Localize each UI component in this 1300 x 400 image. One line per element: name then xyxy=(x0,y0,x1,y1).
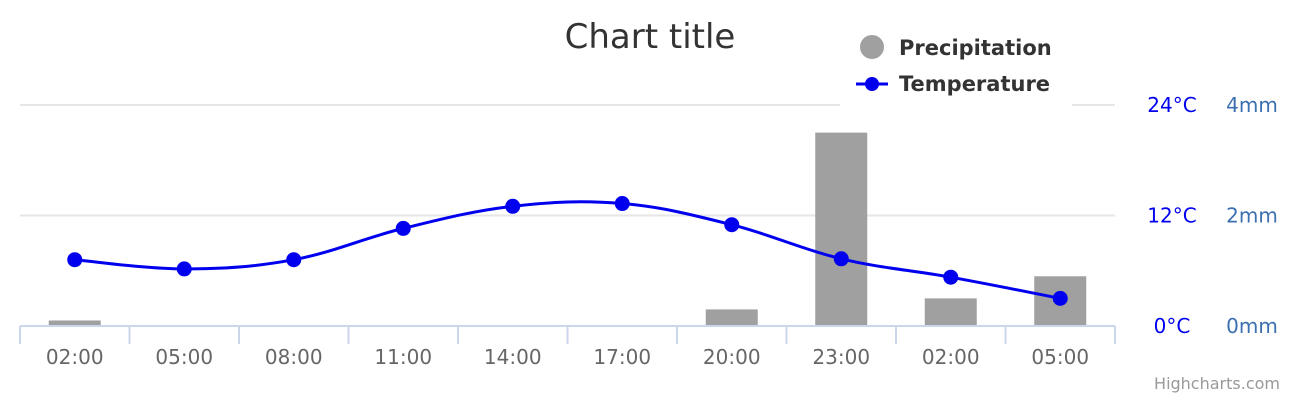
temperature-point[interactable] xyxy=(67,252,83,268)
temperature-series-line xyxy=(74,200,1061,300)
temperature-point[interactable] xyxy=(176,261,192,277)
x-tick-label: 05:00 xyxy=(155,345,213,369)
precipitation-bar[interactable] xyxy=(705,309,758,326)
temperature-point[interactable] xyxy=(614,196,630,212)
x-tick-label: 20:00 xyxy=(703,345,761,369)
x-tick-label: 08:00 xyxy=(265,345,323,369)
precipitation-bar[interactable] xyxy=(48,320,101,326)
precipitation-bar[interactable] xyxy=(924,298,977,326)
temperature-point[interactable] xyxy=(395,220,411,236)
y-left-tick-label: 12°C xyxy=(1147,204,1196,228)
temperature-point[interactable] xyxy=(833,251,849,267)
y-left-tick-label: 24°C xyxy=(1147,93,1196,117)
legend-precipitation-label[interactable]: Precipitation xyxy=(899,36,1052,60)
credits-link[interactable]: Highcharts.com xyxy=(1154,374,1280,393)
legend-temperature-symbol xyxy=(865,77,879,91)
x-tick-label: 02:00 xyxy=(46,345,104,369)
precipitation-bar[interactable] xyxy=(815,132,868,326)
legend-temperature-label[interactable]: Temperature xyxy=(899,72,1050,96)
x-tick-label: 05:00 xyxy=(1031,345,1089,369)
temperature-point[interactable] xyxy=(724,217,740,233)
legend-background xyxy=(840,22,1072,106)
temperature-line[interactable] xyxy=(67,196,1068,306)
x-tick-label: 11:00 xyxy=(374,345,432,369)
grid-lines xyxy=(20,104,1115,217)
x-tick-label: 14:00 xyxy=(484,345,542,369)
x-tick-label: 17:00 xyxy=(593,345,651,369)
y-right-tick-label: 4mm xyxy=(1226,93,1278,117)
y-axis-right: 0mm 2mm 4mm xyxy=(1226,93,1278,338)
y-axis-left: 0°C 12°C 24°C xyxy=(1147,93,1196,338)
x-axis: 02:00 05:00 08:00 11:00 14:00 17:00 20:00 23:00… xyxy=(19,325,1116,369)
x-tick-label: 02:00 xyxy=(922,345,980,369)
chart-title: Chart title xyxy=(565,17,736,57)
legend-precipitation-symbol xyxy=(860,35,884,59)
temperature-point[interactable] xyxy=(1052,290,1068,306)
y-left-tick-label: 0°C xyxy=(1154,314,1191,338)
y-right-tick-label: 2mm xyxy=(1226,204,1278,228)
precipitation-bars[interactable] xyxy=(48,132,1087,326)
temperature-point[interactable] xyxy=(505,198,521,214)
temperature-point[interactable] xyxy=(286,252,302,268)
x-tick-label: 23:00 xyxy=(812,345,870,369)
legend: Precipitation Temperature xyxy=(840,22,1072,106)
y-right-tick-label: 0mm xyxy=(1226,314,1278,338)
temperature-point[interactable] xyxy=(943,269,959,285)
